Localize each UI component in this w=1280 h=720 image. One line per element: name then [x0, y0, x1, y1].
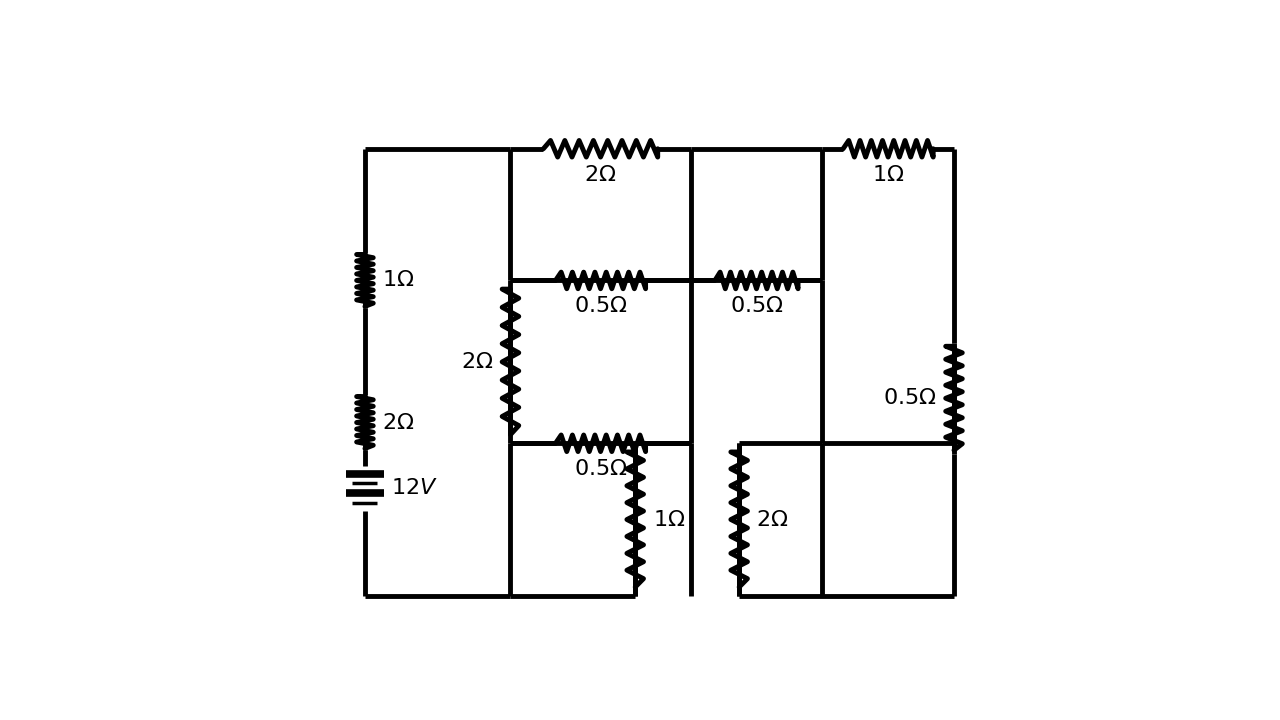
Text: $0.5\Omega$: $0.5\Omega$: [883, 388, 937, 408]
Text: $0.5\Omega$: $0.5\Omega$: [573, 297, 627, 316]
Text: $1\Omega$: $1\Omega$: [383, 271, 415, 290]
Text: $2\Omega$: $2\Omega$: [585, 165, 617, 185]
Text: $1\Omega$: $1\Omega$: [872, 165, 904, 185]
Text: $2\Omega$: $2\Omega$: [461, 352, 493, 372]
Text: $2\Omega$: $2\Omega$: [756, 510, 788, 529]
Text: $1\Omega$: $1\Omega$: [653, 510, 685, 529]
Text: $12V$: $12V$: [392, 478, 438, 498]
Text: $0.5\Omega$: $0.5\Omega$: [730, 297, 783, 316]
Text: $0.5\Omega$: $0.5\Omega$: [573, 459, 627, 480]
Text: $2\Omega$: $2\Omega$: [383, 413, 415, 433]
